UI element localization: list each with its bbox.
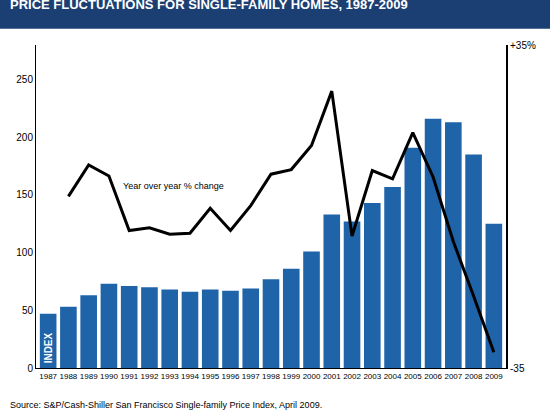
svg-text:1989: 1989	[80, 372, 98, 381]
svg-text:1990: 1990	[100, 372, 118, 381]
svg-text:2006: 2006	[424, 372, 442, 381]
svg-text:2002: 2002	[343, 372, 361, 381]
svg-text:1995: 1995	[201, 372, 219, 381]
svg-text:1999: 1999	[282, 372, 300, 381]
svg-text:200: 200	[16, 132, 33, 143]
svg-text:1998: 1998	[262, 372, 280, 381]
svg-text:1992: 1992	[141, 372, 159, 381]
svg-text:1991: 1991	[120, 372, 138, 381]
svg-text:1994: 1994	[181, 372, 199, 381]
svg-text:2000: 2000	[303, 372, 321, 381]
svg-text:2007: 2007	[444, 372, 462, 381]
svg-text:100: 100	[16, 247, 33, 258]
svg-text:1987: 1987	[39, 372, 57, 381]
svg-text:2001: 2001	[323, 372, 341, 381]
svg-text:1993: 1993	[161, 372, 179, 381]
svg-text:-35: -35	[510, 363, 525, 374]
svg-text:INDEX: INDEX	[43, 332, 54, 363]
svg-text:2003: 2003	[363, 372, 381, 381]
svg-text:0: 0	[27, 363, 33, 374]
svg-text:2005: 2005	[404, 372, 422, 381]
svg-text:2009: 2009	[485, 372, 503, 381]
svg-text:Year over year % change: Year over year % change	[123, 181, 224, 191]
svg-text:2008: 2008	[465, 372, 483, 381]
svg-text:50: 50	[22, 305, 34, 316]
svg-text:1997: 1997	[242, 372, 260, 381]
svg-text:PRICE FLUCTUATIONS FOR SINGLE-: PRICE FLUCTUATIONS FOR SINGLE-FAMILY HOM…	[10, 0, 408, 12]
svg-text:250: 250	[16, 74, 33, 85]
svg-text:150: 150	[16, 189, 33, 200]
svg-text:+35%: +35%	[510, 40, 536, 51]
svg-text:2004: 2004	[384, 372, 402, 381]
svg-text:1996: 1996	[222, 372, 240, 381]
svg-text:Source: S&P/Cash-Shiller San F: Source: S&P/Cash-Shiller San Francisco S…	[10, 400, 322, 410]
svg-text:1988: 1988	[60, 372, 78, 381]
